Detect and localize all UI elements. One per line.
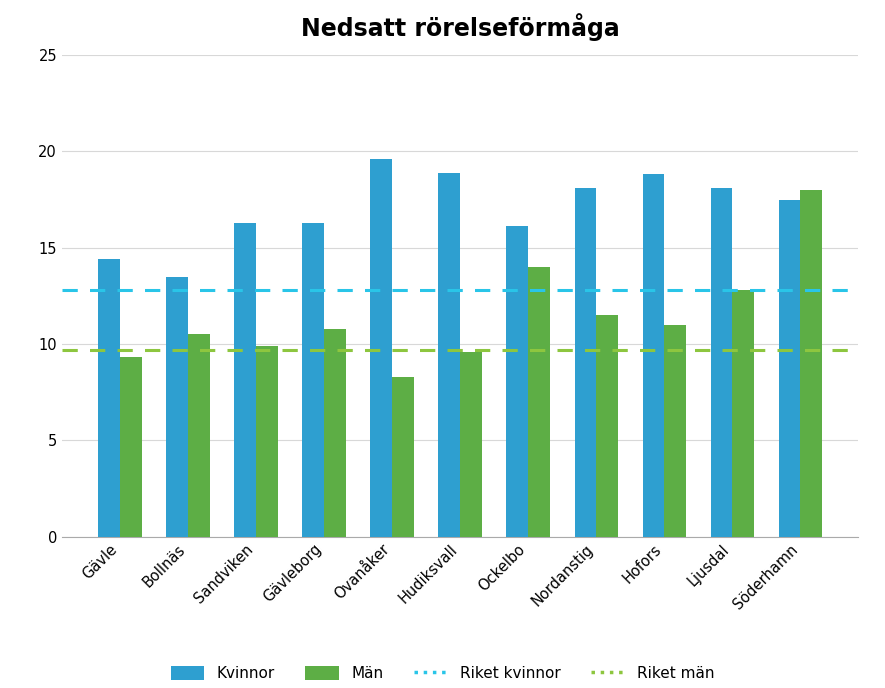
Bar	[166, 277, 188, 537]
Bar	[370, 159, 392, 537]
Bar	[256, 346, 278, 537]
Bar	[460, 352, 482, 537]
Bar	[120, 358, 142, 537]
Legend: Kvinnor, Män, Riket kvinnor, Riket män: Kvinnor, Män, Riket kvinnor, Riket män	[165, 660, 720, 687]
Bar	[392, 377, 414, 537]
Bar	[574, 188, 596, 537]
Title: Nedsatt rörelseförmåga: Nedsatt rörelseförmåga	[301, 12, 620, 41]
Bar	[528, 267, 550, 537]
Bar	[438, 173, 460, 537]
Bar	[800, 190, 822, 537]
Bar	[506, 226, 528, 537]
Bar	[665, 325, 686, 537]
Bar	[235, 223, 256, 537]
Bar	[303, 223, 324, 537]
Bar	[643, 175, 665, 537]
Bar	[733, 290, 754, 537]
Bar	[98, 259, 120, 537]
Bar	[779, 200, 800, 537]
Bar	[596, 315, 618, 537]
Bar	[188, 334, 210, 537]
Bar	[324, 329, 346, 537]
Bar	[711, 188, 733, 537]
